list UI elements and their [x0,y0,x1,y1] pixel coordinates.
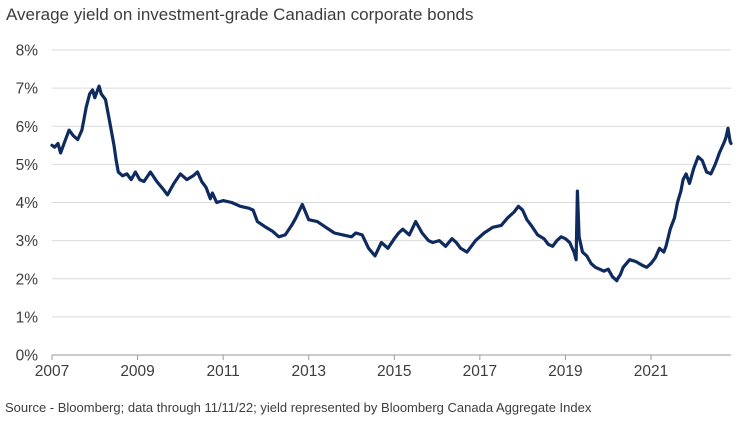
x-tick-label: 2017 [463,363,497,380]
gridlines [52,49,731,318]
x-tick-label: 2007 [35,363,69,380]
x-tick-label: 2013 [291,363,325,380]
x-axis-tick-labels: 2007 2009 2011 2013 2015 2017 2019 2021 [35,363,668,380]
x-tick-label: 2009 [120,363,154,380]
yield-series-line [50,84,733,283]
y-tick-label: 1% [16,309,39,326]
y-tick-label: 0% [16,348,39,365]
y-tick-label: 5% [16,157,39,174]
y-tick-label: 7% [16,81,39,98]
x-tick-label: 2011 [206,363,239,380]
x-tick-label: 2015 [377,363,411,380]
source-note: Source - Bloomberg; data through 11/11/2… [5,400,592,415]
y-tick-label: 4% [16,195,39,212]
x-axis-tick-marks [51,355,652,360]
x-tick-label: 2019 [548,363,582,380]
y-tick-label: 3% [16,233,39,250]
chart-title: Average yield on investment-grade Canadi… [6,5,474,24]
y-tick-label: 6% [16,119,39,136]
x-tick-label: 2021 [634,363,668,380]
y-tick-label: 2% [16,271,39,288]
y-tick-label: 8% [16,43,39,60]
y-axis-tick-labels: 0% 1% 2% 3% 4% 5% 6% 7% 8% [16,43,39,365]
